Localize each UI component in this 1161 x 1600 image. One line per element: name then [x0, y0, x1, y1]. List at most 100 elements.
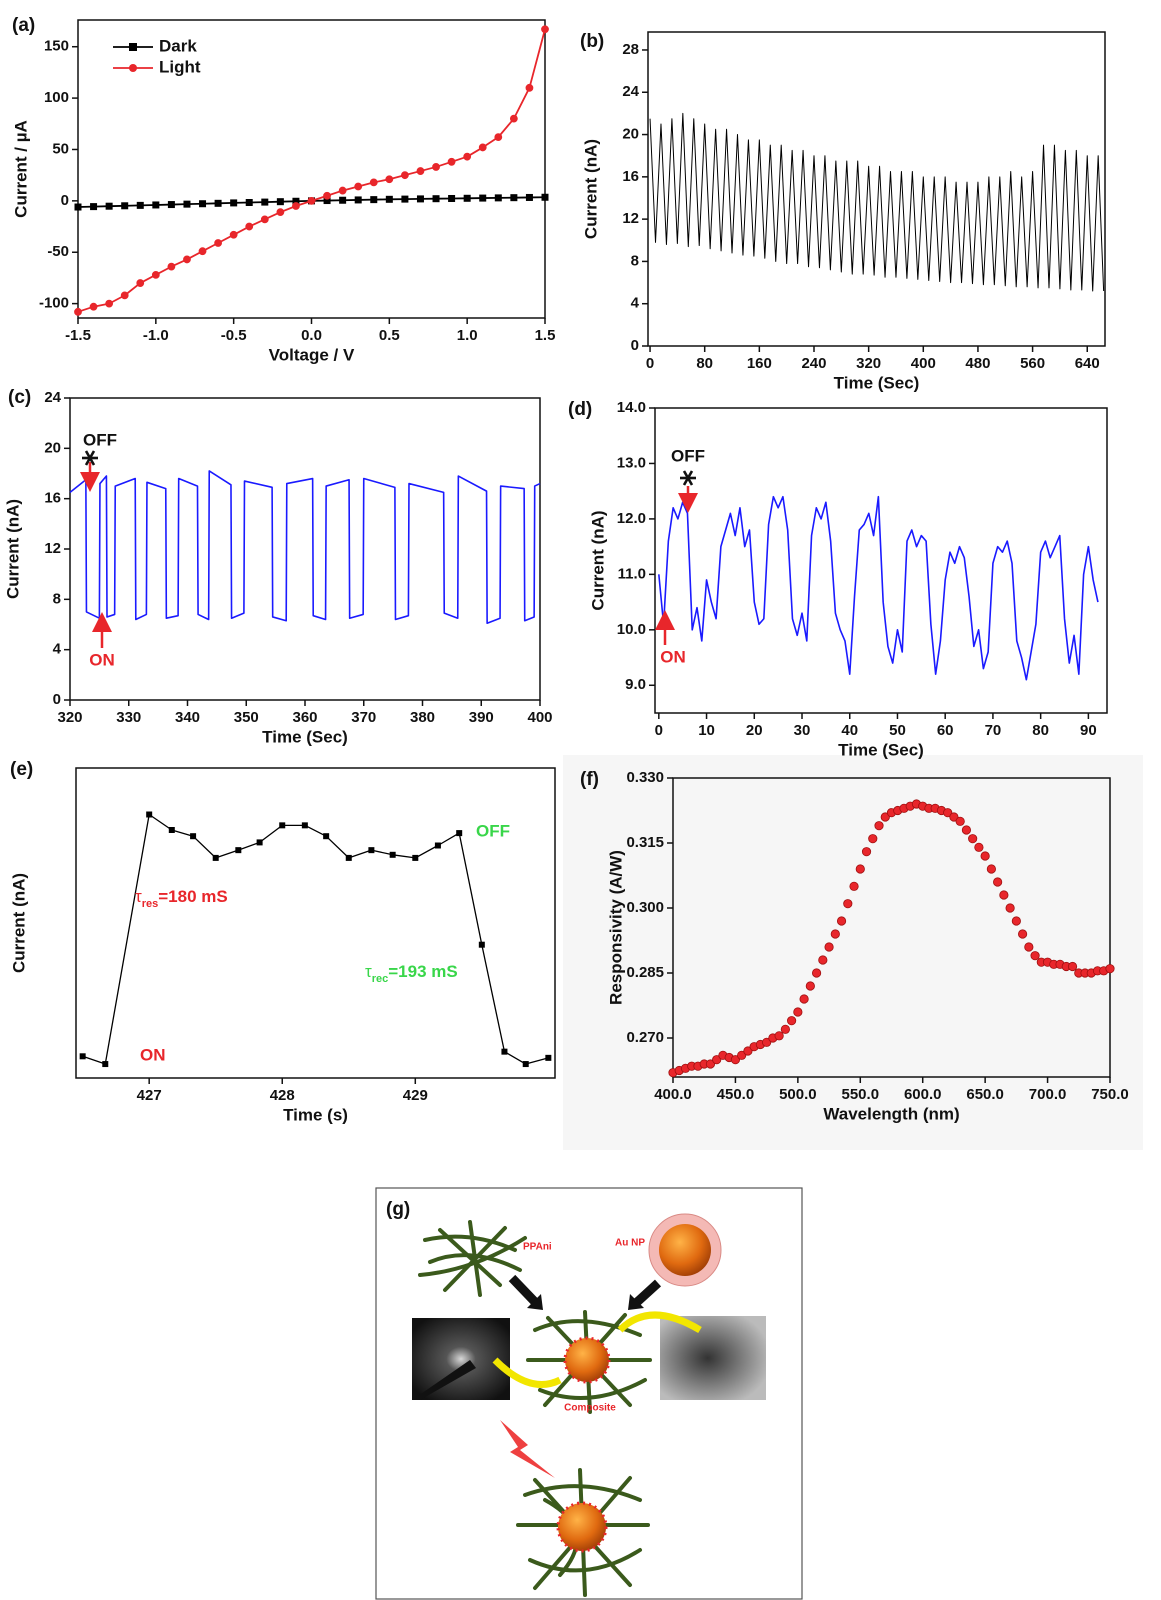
y-tick-label: 100: [44, 89, 69, 106]
marker: [370, 196, 378, 204]
marker: [245, 198, 253, 206]
marker: [385, 175, 394, 184]
panel-label: (c): [8, 387, 31, 408]
x-tick-label: 500.0: [779, 1086, 817, 1103]
annotation-text: =180 mS: [158, 887, 227, 906]
marker: [762, 1037, 772, 1047]
composite-core: [563, 1336, 611, 1384]
x-tick-label: 650.0: [966, 1086, 1004, 1103]
y-axis-label: Current (nA): [3, 499, 22, 599]
x-tick-label: 320: [856, 355, 881, 372]
y-tick-label: 0.315: [626, 834, 664, 851]
marker: [412, 854, 419, 861]
marker: [999, 890, 1009, 900]
x-tick-label: 400: [527, 709, 552, 726]
y-tick-label: 12: [44, 540, 61, 557]
x-tick-label: 700.0: [1029, 1086, 1067, 1103]
marker: [120, 291, 129, 300]
chart-panel: (b) 0 80 160 240 320 400 480 560 640 0 4 8 12 16 20 24 28…: [580, 31, 1106, 392]
marker: [805, 981, 815, 991]
marker: [136, 201, 144, 209]
marker: [345, 854, 352, 861]
marker: [843, 899, 853, 909]
marker: [261, 198, 269, 206]
y-tick-label: 20: [44, 439, 61, 456]
x-tick-label: 390: [469, 709, 494, 726]
arrow: [508, 1274, 539, 1306]
marker: [1024, 942, 1034, 952]
data-line: [69, 470, 541, 625]
plot-frame: [654, 407, 1108, 714]
marker: [102, 1061, 109, 1068]
annotation: τrec=193 mS: [365, 962, 458, 984]
plot-frame: [69, 397, 541, 701]
marker: [1005, 903, 1015, 913]
x-tick-label: 160: [747, 355, 772, 372]
marker: [463, 152, 472, 161]
marker: [522, 1061, 529, 1068]
marker: [541, 193, 549, 201]
marker: [541, 25, 549, 34]
marker: [416, 195, 424, 203]
legend-marker: [129, 43, 137, 51]
marker: [494, 194, 502, 202]
y-axis-label: Current (nA): [581, 139, 600, 239]
marker: [1030, 951, 1040, 961]
marker: [167, 262, 176, 271]
marker: [799, 994, 809, 1004]
marker: [235, 847, 242, 854]
marker: [256, 839, 263, 846]
marker: [89, 302, 98, 311]
x-axis-label: Time (Sec): [838, 740, 924, 759]
marker: [183, 200, 191, 208]
x-tick-label: 400.0: [654, 1086, 692, 1103]
marker: [214, 199, 222, 207]
annotation-subscript: rec: [372, 973, 389, 985]
marker: [456, 830, 463, 837]
marker: [245, 222, 254, 231]
marker: [151, 270, 160, 279]
marker: [279, 822, 286, 829]
marker: [229, 230, 238, 239]
y-tick-label: -100: [39, 295, 69, 312]
marker: [811, 968, 822, 978]
marker: [434, 842, 441, 849]
y-tick-label: 4: [631, 295, 640, 312]
x-axis-label: Wavelength (nm): [823, 1104, 959, 1123]
plot-frame: [647, 31, 1106, 347]
legend-label: Light: [159, 57, 201, 76]
x-tick-label: 340: [175, 709, 200, 726]
y-tick-label: -50: [47, 243, 69, 260]
tem-image: [660, 1316, 766, 1400]
marker: [339, 196, 347, 204]
marker: [152, 201, 160, 209]
y-tick-label: 8: [631, 252, 639, 269]
marker: [260, 215, 269, 224]
marker: [986, 864, 996, 874]
y-tick-label: 24: [44, 389, 61, 406]
x-tick-label: 550.0: [842, 1086, 880, 1103]
x-tick-label: 0: [655, 722, 663, 739]
marker: [743, 1046, 753, 1056]
marker: [463, 194, 471, 202]
y-tick-label: 12: [622, 210, 639, 227]
y-tick-label: 24: [622, 83, 639, 100]
marker: [494, 133, 503, 142]
marker: [276, 198, 284, 206]
y-axis-label: Current (nA): [588, 510, 607, 610]
annotation: OFF: [476, 821, 510, 840]
marker: [509, 114, 518, 123]
annotation: ON: [660, 647, 686, 666]
x-axis-label: Time (s): [283, 1105, 348, 1124]
marker: [368, 847, 375, 854]
y-axis-label: Current (nA): [9, 873, 28, 973]
marker: [307, 196, 316, 205]
marker: [1017, 929, 1028, 939]
marker: [780, 1024, 790, 1034]
marker: [830, 929, 840, 939]
marker: [74, 203, 82, 211]
x-tick-label: 429: [403, 1087, 428, 1104]
marker: [447, 157, 456, 166]
x-tick-label: 380: [410, 709, 435, 726]
chart-panel: (d) 0 10 20 30 40 50 60 70 80 90 9.0 10.0 11.0 12.0 13.…: [568, 399, 1108, 759]
